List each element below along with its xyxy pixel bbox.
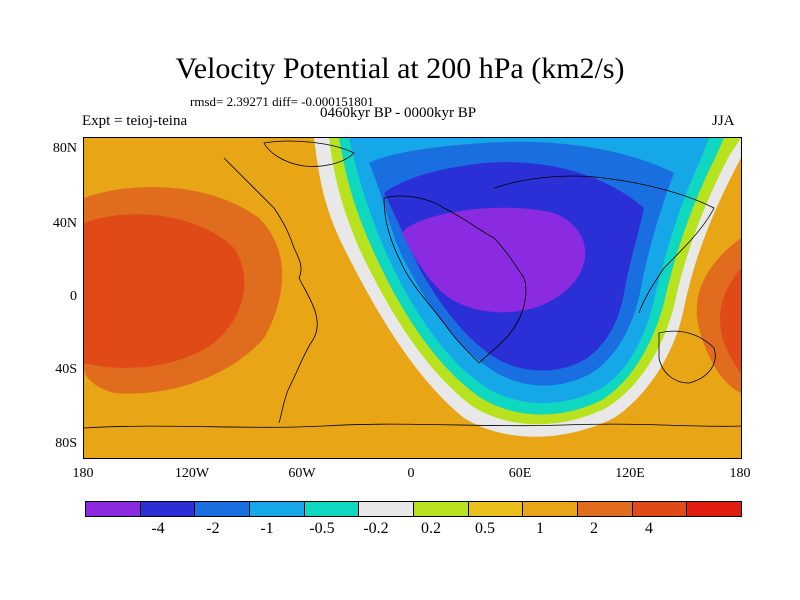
colorbar-label: 4: [645, 520, 653, 537]
colorbar-label: 0.5: [475, 520, 495, 537]
period-label: 0460kyr BP - 0000kyr BP: [320, 105, 477, 121]
antarctica-coastline: [84, 423, 741, 429]
colorbar-swatch-0: [86, 502, 141, 516]
americas-coastline: [223, 157, 318, 424]
lon-tick-0: 0: [407, 466, 415, 481]
colorbar-swatch-11: [687, 502, 742, 516]
colorbar-swatch-1: [140, 502, 196, 516]
lon-tick-120w: 120W: [174, 466, 210, 481]
colorbar-label: -2: [206, 520, 220, 537]
coastlines: [84, 140, 741, 429]
lon-tick-180w: 180: [72, 466, 94, 481]
colorbar-swatch-7: [468, 502, 524, 516]
colorbar-swatch-6: [414, 502, 469, 516]
season-label: JJA: [712, 113, 735, 129]
velocity-potential-field: [84, 138, 741, 458]
colorbar-label: 0.2: [421, 520, 441, 537]
colorbar-label: 2: [590, 520, 598, 537]
colorbar-swatch-10: [632, 502, 688, 516]
rmsd-diff-stats: rmsd= 2.39271 diff= -0.000151801: [190, 94, 374, 109]
colorbar-swatch-4: [304, 502, 360, 516]
colorbar-label: -4: [151, 520, 165, 537]
asia-coastline: [493, 175, 715, 314]
greenland-coastline: [263, 140, 355, 167]
lat-tick-0: 0: [70, 289, 77, 304]
colorbar-label: -0.5: [309, 520, 335, 537]
minimum-negative-region: [402, 207, 586, 313]
lon-tick-120e: 120E: [615, 466, 645, 481]
lon-tick-60w: 60W: [288, 466, 316, 481]
lon-tick-60e: 60E: [508, 466, 532, 481]
pacific-strong-positive-region: [84, 214, 245, 368]
map-panel: [83, 137, 742, 459]
colorbar-label: -1: [260, 520, 274, 537]
lat-tick-40n: 40N: [52, 216, 77, 231]
colorbar: [85, 501, 742, 517]
lat-tick-80s: 80S: [55, 436, 77, 451]
experiment-label: Expt = teioj-teina: [82, 113, 188, 129]
colorbar-swatch-8: [523, 502, 579, 516]
colorbar-swatch-3: [250, 502, 305, 516]
lat-tick-80n: 80N: [52, 141, 77, 156]
australia-coastline: [658, 330, 716, 384]
map-title: Velocity Potential at 200 hPa (km2/s): [175, 52, 625, 85]
colorbar-swatch-2: [195, 502, 251, 516]
colorbar-swatch-5: [359, 502, 415, 516]
colorbar-label: 1: [536, 520, 544, 537]
east-pacific-strong-region: [720, 268, 741, 373]
lon-tick-180e: 180: [729, 466, 751, 481]
colorbar-label: -0.2: [363, 520, 389, 537]
lat-tick-40s: 40S: [55, 362, 77, 377]
colorbar-swatch-9: [578, 502, 633, 516]
africa-eurasia-coastline: [383, 195, 527, 364]
